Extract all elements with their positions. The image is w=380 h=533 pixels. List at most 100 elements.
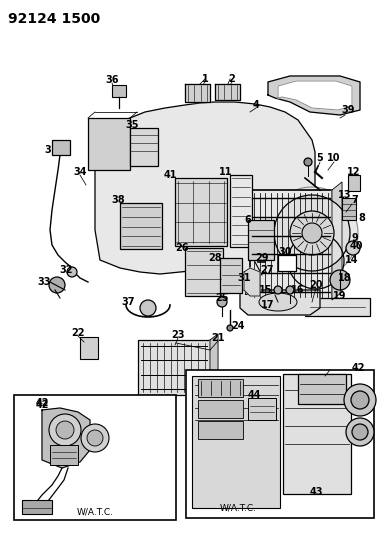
Bar	[198, 379, 243, 397]
Text: 28: 28	[208, 253, 222, 263]
Text: 40: 40	[349, 241, 363, 251]
Text: 12: 12	[347, 167, 361, 177]
Polygon shape	[185, 84, 210, 102]
Circle shape	[49, 277, 65, 293]
Text: 9: 9	[352, 233, 358, 243]
Bar	[112, 85, 126, 97]
Text: 3: 3	[44, 145, 51, 155]
Circle shape	[227, 325, 233, 331]
Text: 6: 6	[245, 215, 252, 225]
Bar	[245, 280, 253, 294]
Bar	[50, 445, 78, 465]
Circle shape	[274, 286, 282, 294]
Bar	[185, 248, 223, 296]
Text: 19: 19	[333, 291, 347, 301]
Circle shape	[351, 391, 369, 409]
Circle shape	[87, 430, 103, 446]
Text: 44: 44	[248, 390, 261, 400]
Text: 18: 18	[338, 273, 352, 283]
Circle shape	[330, 270, 350, 290]
Circle shape	[217, 297, 227, 307]
Circle shape	[49, 414, 81, 446]
Bar	[305, 298, 370, 316]
Text: 4: 4	[253, 100, 260, 110]
Bar	[120, 203, 162, 249]
Bar	[220, 258, 242, 293]
Text: 37: 37	[121, 297, 135, 307]
Bar	[22, 500, 52, 514]
Circle shape	[56, 421, 74, 439]
Circle shape	[346, 241, 360, 255]
Bar	[298, 374, 346, 404]
Text: 11: 11	[219, 167, 233, 177]
Text: 7: 7	[352, 195, 358, 205]
Text: 24: 24	[231, 321, 245, 331]
Text: 35: 35	[125, 120, 139, 130]
Bar	[198, 400, 243, 418]
Circle shape	[274, 195, 350, 271]
Bar	[88, 118, 130, 170]
Circle shape	[344, 384, 376, 416]
Bar	[186, 370, 374, 518]
Polygon shape	[95, 102, 315, 280]
Polygon shape	[240, 290, 320, 315]
Text: 92124 1500: 92124 1500	[8, 12, 100, 26]
Text: 13: 13	[338, 190, 352, 200]
Text: 41: 41	[163, 170, 177, 180]
Bar	[14, 395, 176, 520]
Circle shape	[286, 286, 294, 294]
Bar	[80, 337, 98, 359]
Circle shape	[81, 424, 109, 452]
Text: 31: 31	[237, 273, 251, 283]
Bar	[278, 255, 296, 271]
Ellipse shape	[259, 293, 297, 311]
Text: 2: 2	[229, 74, 235, 84]
Bar	[248, 398, 276, 420]
Circle shape	[346, 418, 374, 446]
Text: 20: 20	[309, 280, 323, 290]
Text: 30: 30	[278, 247, 292, 257]
Text: 21: 21	[211, 333, 225, 343]
Bar	[138, 340, 210, 395]
Text: W/A.T.C.: W/A.T.C.	[76, 507, 114, 516]
Bar	[348, 175, 360, 191]
Text: 42: 42	[36, 398, 49, 408]
Text: 33: 33	[37, 277, 51, 287]
Polygon shape	[42, 408, 90, 468]
Circle shape	[67, 267, 77, 277]
Bar	[192, 376, 280, 508]
Polygon shape	[244, 268, 260, 296]
Text: 23: 23	[171, 330, 185, 340]
Circle shape	[266, 187, 358, 279]
Bar	[230, 175, 252, 247]
Bar	[198, 421, 243, 439]
Polygon shape	[210, 334, 218, 395]
Polygon shape	[215, 84, 240, 100]
Text: 34: 34	[73, 167, 87, 177]
Text: 42: 42	[352, 363, 366, 373]
Bar	[342, 198, 356, 220]
Bar	[250, 190, 332, 300]
Text: 1: 1	[202, 74, 208, 84]
Text: 32: 32	[59, 265, 73, 275]
Text: 14: 14	[345, 255, 359, 265]
Text: 17: 17	[261, 300, 275, 310]
Text: W/A.T.C.: W/A.T.C.	[220, 504, 256, 513]
Text: 22: 22	[71, 328, 85, 338]
Text: 5: 5	[317, 153, 323, 163]
Circle shape	[304, 158, 312, 166]
Text: 29: 29	[255, 253, 269, 263]
Text: 36: 36	[105, 75, 119, 85]
Circle shape	[302, 223, 322, 243]
Polygon shape	[268, 76, 360, 115]
Bar	[175, 178, 227, 246]
Polygon shape	[332, 182, 342, 300]
Text: 38: 38	[111, 195, 125, 205]
Text: 15: 15	[259, 285, 273, 295]
Text: 10: 10	[327, 153, 341, 163]
Circle shape	[290, 211, 334, 255]
Text: 42: 42	[36, 400, 49, 410]
Text: 16: 16	[291, 285, 305, 295]
Text: 25: 25	[215, 293, 229, 303]
Polygon shape	[278, 81, 352, 110]
